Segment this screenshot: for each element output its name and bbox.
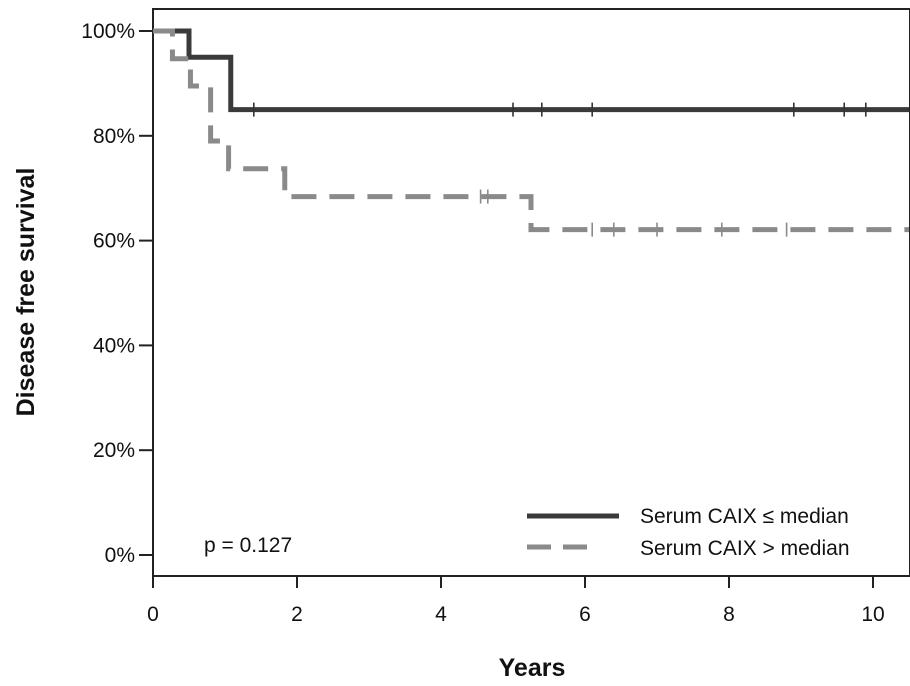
survival-curves: [153, 28, 909, 233]
y-tick-label: 40%: [93, 334, 135, 357]
x-tick-label: 6: [579, 603, 591, 626]
x-tick-label: 0: [147, 603, 159, 626]
axis-ticks: [139, 30, 874, 588]
y-tick-label: 0%: [105, 544, 135, 567]
x-tick-label: 4: [435, 603, 447, 626]
x-tick-label: 8: [723, 603, 735, 626]
y-tick-label: 80%: [93, 125, 135, 148]
plot-frame: [152, 8, 910, 577]
x-tick-label: 10: [861, 603, 884, 626]
legend-label-solid: Serum CAIX ≤ median: [640, 505, 849, 528]
legend-label-dashed: Serum CAIX > median: [640, 537, 850, 560]
y-axis-title: Disease free survival: [12, 168, 40, 417]
x-axis-title: Years: [499, 654, 566, 682]
p-value-annotation: p = 0.127: [204, 534, 292, 557]
y-tick-label: 20%: [93, 439, 135, 462]
survival-curve-below-median: [153, 28, 909, 113]
legend: Serum CAIX ≤ median Serum CAIX > median: [527, 505, 850, 560]
axis-tick-labels: 0 2 4 6 8 100%20%40%60%80%100%: [81, 20, 884, 626]
y-tick-label: 100%: [81, 20, 135, 43]
censor-marks: [253, 102, 867, 237]
x-tick-label: 2: [291, 603, 303, 626]
y-tick-label: 60%: [93, 230, 135, 253]
survival-curve-above-median: [153, 28, 909, 233]
